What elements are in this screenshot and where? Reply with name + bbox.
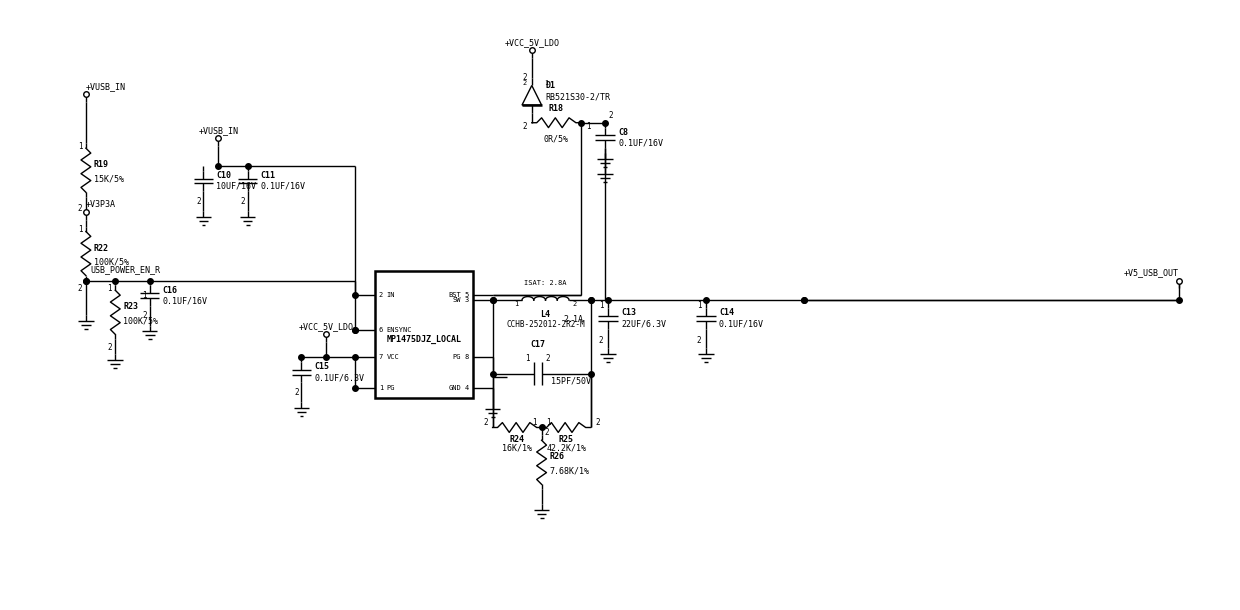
Text: 1: 1	[532, 418, 537, 427]
Text: 0.1UF/6.3V: 0.1UF/6.3V	[314, 373, 365, 382]
Text: R19: R19	[94, 160, 109, 170]
Text: 5: 5	[465, 292, 469, 298]
Text: 0.1UF/16V: 0.1UF/16V	[719, 319, 764, 328]
Text: VCC: VCC	[387, 354, 399, 360]
Text: 6: 6	[379, 326, 383, 332]
Text: 100K/5%: 100K/5%	[94, 257, 129, 267]
Text: 16K/1%: 16K/1%	[502, 443, 532, 452]
Text: ISAT: 2.8A: ISAT: 2.8A	[525, 281, 567, 286]
Text: C11: C11	[260, 171, 275, 180]
Text: 1: 1	[78, 225, 82, 234]
Text: 2: 2	[522, 122, 527, 131]
Text: R24: R24	[510, 436, 525, 444]
Text: 1: 1	[599, 301, 604, 309]
Text: R22: R22	[94, 243, 109, 253]
Text: 2: 2	[143, 311, 148, 320]
Text: L4: L4	[541, 310, 551, 319]
Text: R18: R18	[549, 104, 564, 113]
Text: 2: 2	[522, 73, 527, 82]
Text: 2: 2	[573, 301, 577, 307]
Text: 15K/5%: 15K/5%	[94, 174, 124, 183]
Text: 2: 2	[609, 112, 613, 120]
Text: 0.1UF/16V: 0.1UF/16V	[618, 139, 663, 148]
Text: 2: 2	[196, 196, 201, 206]
Text: 1: 1	[547, 418, 551, 427]
Text: 2: 2	[379, 292, 383, 298]
Text: CCHB-252012-2R2-M: CCHB-252012-2R2-M	[506, 320, 585, 329]
Text: 2: 2	[599, 336, 604, 345]
Text: +VUSB_IN: +VUSB_IN	[198, 126, 238, 135]
Text: 1: 1	[697, 301, 702, 309]
Text: 2: 2	[697, 336, 702, 345]
Text: C17: C17	[531, 340, 546, 349]
Text: C10: C10	[216, 171, 231, 180]
Text: ENSYNC: ENSYNC	[387, 326, 412, 332]
Text: 2: 2	[546, 354, 551, 364]
Text: 2: 2	[78, 204, 82, 214]
Text: 7.68K/1%: 7.68K/1%	[549, 466, 589, 475]
Text: R26: R26	[549, 453, 564, 461]
Text: +VCC_5V_LDO: +VCC_5V_LDO	[505, 38, 559, 47]
Text: 0.1UF/16V: 0.1UF/16V	[260, 182, 305, 191]
Text: 1: 1	[78, 142, 82, 151]
Text: 2: 2	[241, 196, 246, 206]
Text: +V3P3A: +V3P3A	[86, 200, 115, 209]
Text: 1: 1	[379, 386, 383, 391]
Text: 2.1A: 2.1A	[564, 315, 584, 324]
Text: +VUSB_IN: +VUSB_IN	[86, 82, 126, 92]
Text: 2: 2	[595, 418, 600, 427]
Text: 1: 1	[513, 301, 518, 307]
Text: 1: 1	[143, 291, 148, 300]
Text: PG: PG	[453, 354, 461, 360]
Text: 2: 2	[522, 79, 527, 85]
Text: +V5_USB_OUT: +V5_USB_OUT	[1123, 268, 1178, 278]
Text: 7: 7	[379, 354, 383, 360]
Text: 42.2K/1%: 42.2K/1%	[546, 443, 587, 452]
Text: 4: 4	[465, 386, 469, 391]
Text: GND: GND	[449, 386, 461, 391]
Text: 2: 2	[294, 388, 299, 396]
Text: 2: 2	[107, 343, 112, 351]
Text: C13: C13	[621, 308, 636, 317]
Bar	[374, 271, 472, 398]
Text: 2: 2	[78, 284, 82, 293]
Text: 100K/5%: 100K/5%	[123, 316, 159, 325]
Text: 2: 2	[484, 418, 487, 427]
Text: C14: C14	[719, 308, 734, 317]
Text: +VCC_5V_LDO: +VCC_5V_LDO	[299, 323, 353, 331]
Text: 1: 1	[585, 122, 590, 131]
Text: 22UF/6.3V: 22UF/6.3V	[621, 319, 666, 328]
Text: C15: C15	[314, 362, 330, 371]
Text: IN: IN	[387, 292, 396, 298]
Text: C16: C16	[162, 286, 177, 295]
Text: R23: R23	[123, 303, 138, 312]
Text: SW: SW	[453, 297, 461, 303]
Text: 10UF/16V: 10UF/16V	[216, 182, 257, 191]
Text: MP1475DJZ_LOCAL: MP1475DJZ_LOCAL	[387, 335, 461, 344]
Text: C8: C8	[618, 128, 627, 137]
Text: 1: 1	[107, 284, 112, 293]
Text: D1: D1	[546, 81, 556, 90]
Text: USB_POWER_EN_R: USB_POWER_EN_R	[91, 265, 161, 274]
Text: RB521S30-2/TR: RB521S30-2/TR	[546, 93, 610, 102]
Text: 1: 1	[526, 354, 529, 364]
Text: 15PF/50V: 15PF/50V	[551, 376, 591, 386]
Text: 8: 8	[465, 354, 469, 360]
Text: 0.1UF/16V: 0.1UF/16V	[162, 296, 207, 306]
Text: R25: R25	[558, 436, 574, 444]
Text: 2: 2	[544, 428, 549, 437]
Text: 1: 1	[544, 79, 549, 85]
Text: PG: PG	[387, 386, 396, 391]
Text: 0R/5%: 0R/5%	[544, 134, 569, 143]
Text: 3: 3	[465, 297, 469, 303]
Text: BST: BST	[449, 292, 461, 298]
